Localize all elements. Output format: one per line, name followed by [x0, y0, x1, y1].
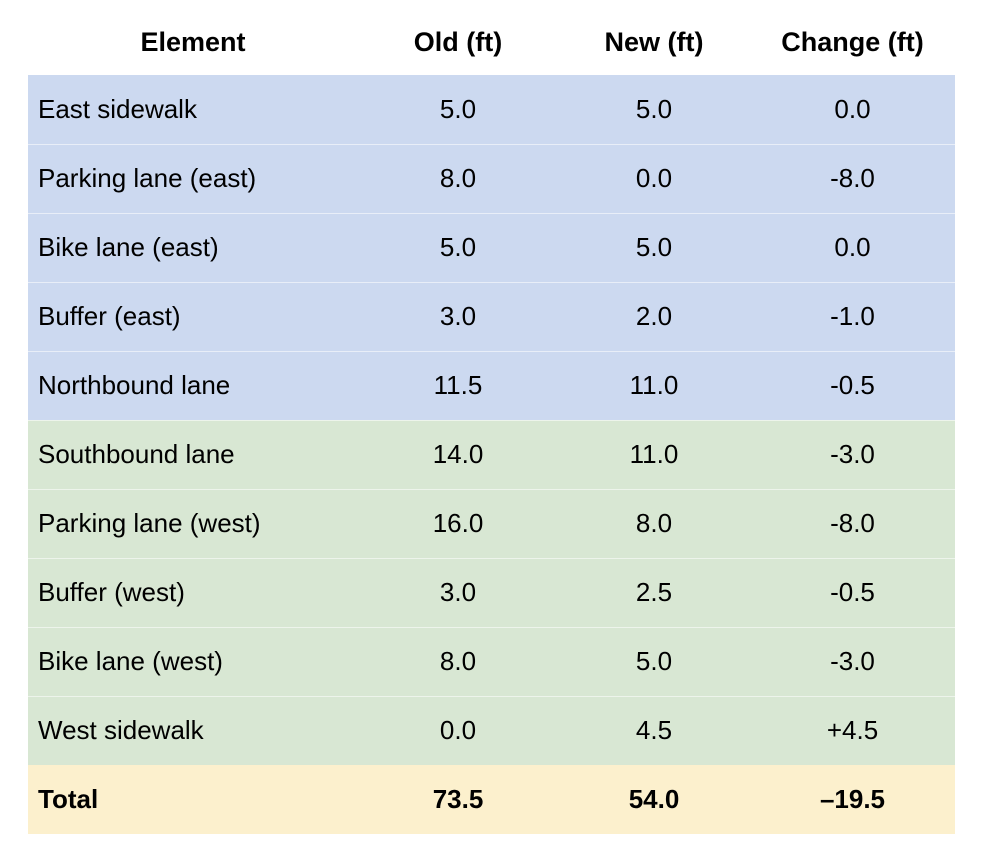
total-change-value: –19.5	[750, 765, 955, 834]
total-row: Total 73.5 54.0 –19.5	[28, 765, 955, 834]
new-value-cell: 11.0	[558, 350, 750, 420]
table-row: East sidewalk 5.0 5.0 0.0	[28, 75, 955, 144]
change-value-cell: -0.5	[750, 557, 955, 627]
table-row: Parking lane (east) 8.0 0.0 -8.0	[28, 143, 955, 213]
old-value-cell: 3.0	[358, 557, 558, 627]
element-cell: Buffer (east)	[28, 281, 358, 351]
element-cell: East sidewalk	[28, 75, 358, 144]
table-footer: Total 73.5 54.0 –19.5	[28, 765, 955, 834]
col-header-old: Old (ft)	[358, 0, 558, 75]
col-header-new: New (ft)	[558, 0, 750, 75]
new-value-cell: 5.0	[558, 626, 750, 696]
old-value-cell: 11.5	[358, 350, 558, 420]
table-row: West sidewalk 0.0 4.5 +4.5	[28, 695, 955, 765]
change-value-cell: 0.0	[750, 75, 955, 144]
old-value-cell: 8.0	[358, 626, 558, 696]
change-value-cell: -1.0	[750, 281, 955, 351]
new-value-cell: 11.0	[558, 419, 750, 489]
table-row: Bike lane (east) 5.0 5.0 0.0	[28, 212, 955, 282]
new-value-cell: 8.0	[558, 488, 750, 558]
element-cell: Bike lane (east)	[28, 212, 358, 282]
new-value-cell: 4.5	[558, 695, 750, 765]
old-value-cell: 5.0	[358, 75, 558, 144]
element-cell: Bike lane (west)	[28, 626, 358, 696]
old-value-cell: 5.0	[358, 212, 558, 282]
header-row: Element Old (ft) New (ft) Change (ft)	[28, 0, 955, 75]
change-value-cell: +4.5	[750, 695, 955, 765]
change-value-cell: -0.5	[750, 350, 955, 420]
old-value-cell: 16.0	[358, 488, 558, 558]
element-cell: Parking lane (east)	[28, 143, 358, 213]
element-cell: Northbound lane	[28, 350, 358, 420]
new-value-cell: 2.5	[558, 557, 750, 627]
new-value-cell: 2.0	[558, 281, 750, 351]
table-row: Parking lane (west) 16.0 8.0 -8.0	[28, 488, 955, 558]
old-value-cell: 14.0	[358, 419, 558, 489]
total-new-value: 54.0	[558, 765, 750, 834]
new-value-cell: 5.0	[558, 212, 750, 282]
table-row: Buffer (west) 3.0 2.5 -0.5	[28, 557, 955, 627]
element-cell: Southbound lane	[28, 419, 358, 489]
table-body: East sidewalk 5.0 5.0 0.0 Parking lane (east…	[28, 75, 955, 765]
table-row: Northbound lane 11.5 11.0 -0.5	[28, 350, 955, 420]
old-value-cell: 8.0	[358, 143, 558, 213]
element-cell: Buffer (west)	[28, 557, 358, 627]
old-value-cell: 3.0	[358, 281, 558, 351]
change-value-cell: -8.0	[750, 488, 955, 558]
total-label: Total	[28, 765, 358, 834]
new-value-cell: 0.0	[558, 143, 750, 213]
change-value-cell: -3.0	[750, 626, 955, 696]
table-row: Bike lane (west) 8.0 5.0 -3.0	[28, 626, 955, 696]
old-value-cell: 0.0	[358, 695, 558, 765]
change-value-cell: 0.0	[750, 212, 955, 282]
element-cell: West sidewalk	[28, 695, 358, 765]
page: Element Old (ft) New (ft) Change (ft) Ea…	[28, 0, 955, 834]
change-value-cell: -8.0	[750, 143, 955, 213]
element-cell: Parking lane (west)	[28, 488, 358, 558]
table-row: Southbound lane 14.0 11.0 -3.0	[28, 419, 955, 489]
street-width-table: Element Old (ft) New (ft) Change (ft) Ea…	[28, 0, 955, 834]
total-old-value: 73.5	[358, 765, 558, 834]
change-value-cell: -3.0	[750, 419, 955, 489]
col-header-change: Change (ft)	[750, 0, 955, 75]
col-header-element: Element	[28, 0, 358, 75]
new-value-cell: 5.0	[558, 75, 750, 144]
table-row: Buffer (east) 3.0 2.0 -1.0	[28, 281, 955, 351]
table-header: Element Old (ft) New (ft) Change (ft)	[28, 0, 955, 75]
